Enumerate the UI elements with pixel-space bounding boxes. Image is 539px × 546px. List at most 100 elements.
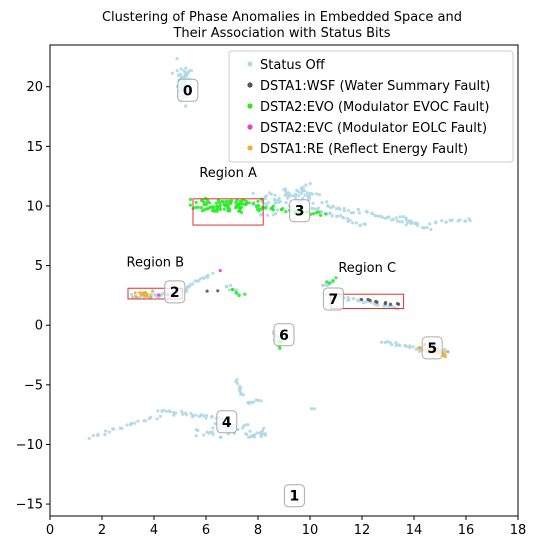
point-status-off bbox=[262, 426, 266, 430]
point-status-off bbox=[160, 409, 164, 413]
point-status-off bbox=[401, 215, 405, 219]
point-status-off bbox=[425, 225, 429, 230]
point-dsta1-wsf-water-summary-fault bbox=[397, 302, 401, 306]
point-status-off bbox=[404, 216, 408, 220]
point-dsta2-evo-modulator-evoc-fault bbox=[271, 208, 275, 212]
point-status-off bbox=[104, 429, 108, 433]
point-dsta2-evo-modulator-evoc-fault bbox=[199, 206, 204, 210]
point-dsta1-re-reflect-energy-fault bbox=[144, 291, 148, 295]
point-status-off bbox=[185, 413, 189, 417]
point-status-off bbox=[310, 192, 315, 196]
point-dsta2-evo-modulator-evoc-fault bbox=[202, 202, 206, 206]
point-status-off bbox=[246, 423, 250, 427]
point-status-off bbox=[304, 183, 308, 187]
point-dsta2-evo-modulator-evoc-fault bbox=[226, 206, 230, 210]
point-dsta2-evo-modulator-evoc-fault bbox=[218, 207, 223, 211]
point-dsta2-evo-modulator-evoc-fault bbox=[234, 206, 238, 210]
point-status-off bbox=[202, 433, 206, 437]
point-dsta2-evo-modulator-evoc-fault bbox=[236, 203, 241, 207]
point-status-off bbox=[450, 218, 454, 222]
point-status-off bbox=[120, 426, 124, 430]
point-status-off bbox=[201, 276, 205, 280]
point-status-off bbox=[342, 206, 346, 211]
point-status-off bbox=[213, 422, 217, 426]
point-dsta2-evo-modulator-evoc-fault bbox=[215, 204, 219, 208]
point-status-off bbox=[377, 214, 381, 218]
point-status-off bbox=[287, 192, 291, 196]
point-dsta1-wsf-water-summary-fault bbox=[384, 301, 388, 305]
chart-title-line-2: Their Association with Status Bits bbox=[172, 26, 390, 41]
point-status-off bbox=[178, 72, 182, 76]
point-dsta2-evo-modulator-evoc-fault bbox=[206, 207, 210, 211]
legend: Status Off DSTA1:WSF (Water Summary Fault… bbox=[228, 50, 514, 163]
point-status-off bbox=[263, 432, 267, 436]
cluster-label-box bbox=[421, 336, 443, 360]
point-status-off bbox=[398, 220, 402, 224]
point-status-off bbox=[136, 419, 140, 423]
chart-title: Clustering of Phase Anomalies in Embedde… bbox=[102, 10, 462, 41]
region-label-region-b: Region B bbox=[127, 255, 185, 270]
point-status-off bbox=[107, 430, 111, 434]
point-status-off bbox=[271, 213, 275, 217]
point-dsta1-re-reflect-energy-fault bbox=[148, 295, 152, 299]
point-dsta2-evo-modulator-evoc-fault bbox=[284, 210, 288, 214]
x-tick-label: 8 bbox=[254, 523, 262, 538]
point-status-off bbox=[312, 407, 316, 411]
point-status-off bbox=[260, 212, 264, 216]
y-tick-label: −10 bbox=[16, 438, 43, 453]
point-status-off bbox=[380, 215, 384, 219]
point-status-off bbox=[394, 341, 398, 345]
point-status-off bbox=[351, 221, 355, 225]
point-status-off bbox=[297, 190, 301, 194]
point-status-off bbox=[156, 409, 160, 413]
point-dsta2-evo-modulator-evoc-fault bbox=[251, 202, 255, 206]
point-status-off bbox=[290, 194, 294, 198]
x-tick-label: 2 bbox=[98, 523, 106, 538]
point-status-off bbox=[318, 193, 322, 197]
point-status-off bbox=[132, 421, 136, 425]
point-dsta2-evo-modulator-evoc-fault bbox=[269, 206, 273, 211]
point-status-off bbox=[96, 433, 100, 438]
point-status-off bbox=[273, 201, 278, 205]
point-dsta2-evo-modulator-evoc-fault bbox=[228, 209, 232, 213]
point-status-off bbox=[125, 423, 129, 427]
point-status-off bbox=[390, 343, 394, 347]
point-status-off bbox=[444, 220, 448, 224]
y-tick-label: 10 bbox=[26, 199, 43, 214]
point-status-off bbox=[303, 193, 307, 197]
cluster-label-box bbox=[289, 199, 311, 223]
point-status-off bbox=[103, 433, 107, 437]
point-dsta2-evo-modulator-evoc-fault bbox=[315, 211, 319, 215]
point-status-off bbox=[464, 219, 468, 223]
point-dsta2-evo-modulator-evoc-fault bbox=[231, 288, 235, 292]
cluster-label-2: 2 bbox=[170, 285, 180, 301]
point-status-off bbox=[328, 206, 332, 210]
point-status-off bbox=[206, 273, 210, 277]
point-dsta2-evo-modulator-evoc-fault bbox=[194, 200, 198, 204]
point-status-off bbox=[158, 414, 163, 418]
point-status-off bbox=[408, 345, 412, 350]
point-status-off bbox=[325, 200, 329, 204]
point-dsta1-re-reflect-energy-fault bbox=[445, 350, 449, 354]
point-status-off bbox=[205, 413, 209, 418]
point-status-off bbox=[170, 71, 174, 75]
point-status-off bbox=[244, 432, 249, 436]
point-status-off bbox=[168, 410, 172, 414]
point-status-off bbox=[229, 283, 233, 287]
point-dsta2-evo-modulator-evoc-fault bbox=[228, 201, 233, 206]
point-status-off bbox=[338, 207, 342, 211]
legend-frame bbox=[228, 50, 514, 163]
point-status-off bbox=[164, 409, 168, 413]
point-dsta2-evo-modulator-evoc-fault bbox=[243, 292, 247, 296]
point-status-off bbox=[400, 220, 404, 224]
point-status-off bbox=[275, 208, 280, 212]
legend-marker-dsta1-wsf-water-summary-fault bbox=[247, 82, 253, 88]
point-status-off bbox=[248, 429, 252, 433]
point-status-off bbox=[254, 398, 258, 402]
point-status-off bbox=[172, 413, 176, 417]
point-dsta1-wsf-water-summary-fault bbox=[388, 302, 393, 306]
cluster-label-1: 1 bbox=[290, 489, 300, 505]
point-dsta2-evo-modulator-evoc-fault bbox=[247, 201, 251, 205]
point-status-off bbox=[268, 191, 272, 195]
point-status-off bbox=[259, 434, 263, 439]
